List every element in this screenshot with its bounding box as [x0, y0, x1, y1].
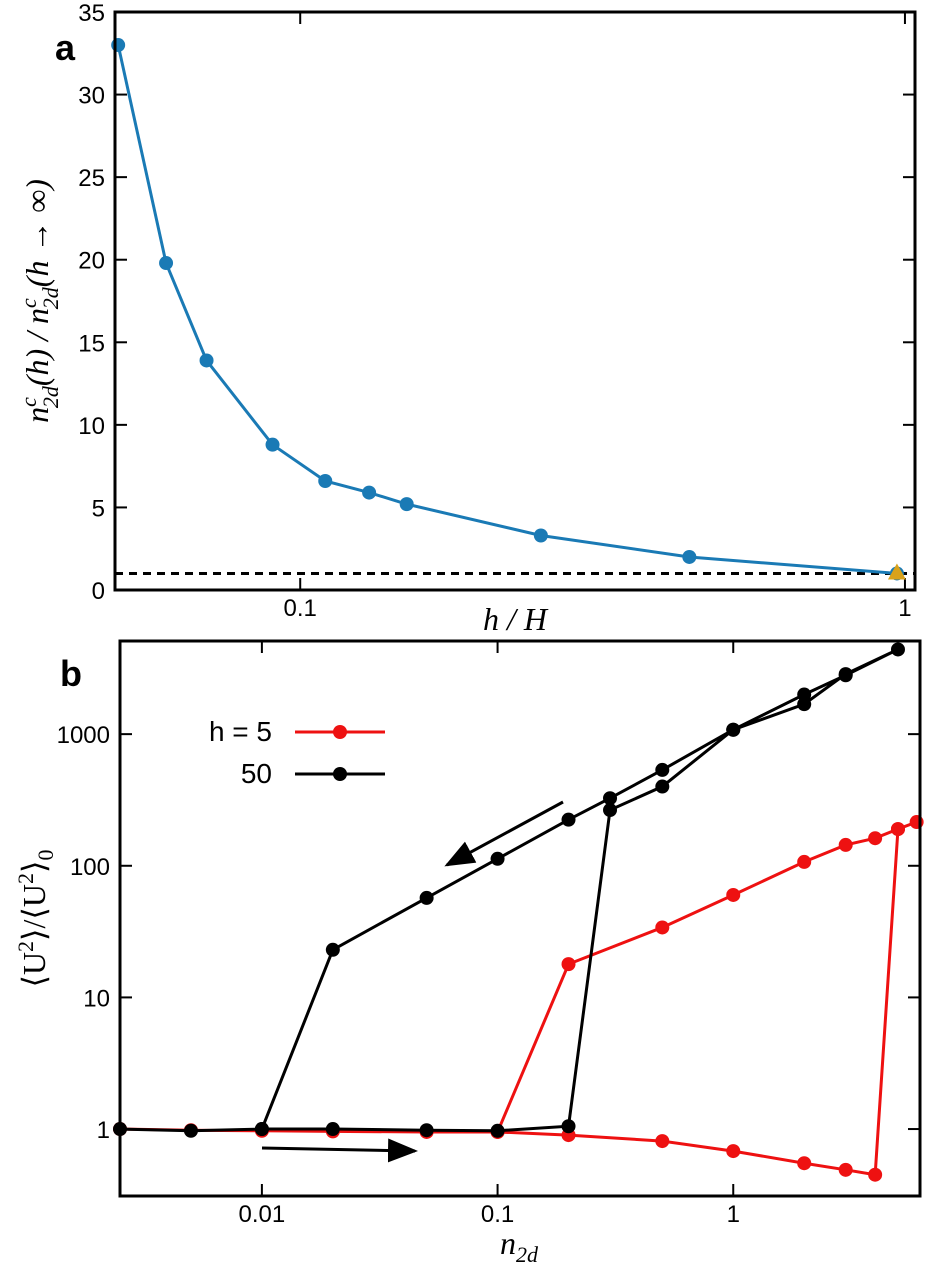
axis-label: n2d: [500, 1225, 539, 1264]
point: [254, 1122, 269, 1137]
x-tick-label: 1: [727, 1201, 740, 1228]
point: [838, 837, 853, 852]
point: [603, 791, 618, 806]
axis-label: nc2d(h) / nc2d(h → ∞): [16, 179, 63, 423]
label-part: 2: [13, 941, 38, 952]
arrow-up: [261, 1138, 418, 1163]
point: [838, 668, 853, 683]
series-line: [116, 44, 898, 575]
point: [797, 854, 812, 869]
triangle-point: [887, 563, 906, 580]
point: [655, 779, 670, 794]
point: [838, 1162, 853, 1177]
y-tick-label: 10: [78, 413, 105, 440]
point: [797, 697, 812, 712]
label-part: ⟩/⟨U: [16, 884, 52, 941]
y-tick-label: 10: [83, 985, 110, 1012]
label-part: (h) / n: [19, 308, 55, 386]
point: [183, 1123, 198, 1138]
y-tick-label: 5: [92, 495, 105, 522]
label-part: 2d: [516, 1242, 539, 1264]
point: [726, 722, 741, 737]
legend-label: h = 5: [209, 716, 272, 747]
point: [362, 485, 377, 500]
y-tick-label: 1000: [57, 722, 110, 749]
point: [655, 762, 670, 777]
y-tick-label: 100: [70, 854, 110, 881]
panel-label: b: [60, 653, 82, 694]
label-part: (h → ∞): [19, 179, 55, 287]
arrow-down: [444, 800, 564, 867]
point: [603, 803, 618, 818]
x-tick-label: 0.1: [284, 595, 317, 622]
point: [325, 1122, 340, 1137]
point: [868, 1167, 883, 1182]
y-tick-label: 1: [97, 1117, 110, 1144]
point: [890, 822, 905, 837]
y-tick-label: 30: [78, 83, 105, 110]
axis-label: ⟨U2⟩/⟨U2⟩0: [13, 849, 58, 987]
point: [111, 38, 126, 53]
axis-label: h / H: [483, 601, 549, 637]
label-part: ⟩: [16, 860, 52, 872]
point: [655, 920, 670, 935]
point: [199, 353, 214, 368]
point: [419, 890, 434, 905]
point: [399, 497, 414, 512]
label-part: 2d: [38, 286, 63, 309]
panel-label: a: [55, 27, 76, 68]
point: [318, 474, 333, 489]
plot-frame: [113, 10, 917, 592]
point: [265, 437, 280, 452]
y-tick-label: 35: [78, 0, 105, 27]
y-tick-label: 25: [78, 165, 105, 192]
label-part: 2d: [38, 385, 63, 408]
label-part: n: [19, 407, 55, 423]
point: [797, 687, 812, 702]
point: [868, 831, 883, 846]
y-tick-label: 20: [78, 248, 105, 275]
point: [159, 256, 174, 271]
point: [561, 1119, 576, 1134]
point: [797, 1156, 812, 1171]
point: [726, 887, 741, 902]
label-part: c: [16, 397, 41, 407]
point: [726, 1144, 741, 1159]
point: [890, 642, 905, 657]
x-tick-label: 0.1: [481, 1201, 514, 1228]
point: [682, 549, 697, 564]
x-tick-label: 1: [898, 595, 911, 622]
series-line: [119, 820, 918, 1177]
point: [490, 851, 505, 866]
label-part: 0: [33, 849, 58, 860]
point: [490, 1123, 505, 1138]
point: [561, 812, 576, 827]
x-tick-label: 0.01: [239, 1201, 286, 1228]
legend-marker: [333, 767, 347, 781]
label-part: ⟨U: [16, 952, 52, 988]
legend-marker: [333, 725, 347, 739]
point: [561, 957, 576, 972]
label-part: 2: [13, 873, 38, 884]
label-part: n: [500, 1225, 516, 1261]
legend-label: 50: [241, 758, 272, 789]
point: [655, 1134, 670, 1149]
point: [909, 815, 924, 830]
label-part: c: [16, 298, 41, 308]
point: [325, 942, 340, 957]
y-tick-label: 0: [92, 578, 105, 605]
plot-frame: [118, 639, 922, 1198]
point: [533, 528, 548, 543]
y-tick-label: 15: [78, 330, 105, 357]
point: [419, 1123, 434, 1138]
